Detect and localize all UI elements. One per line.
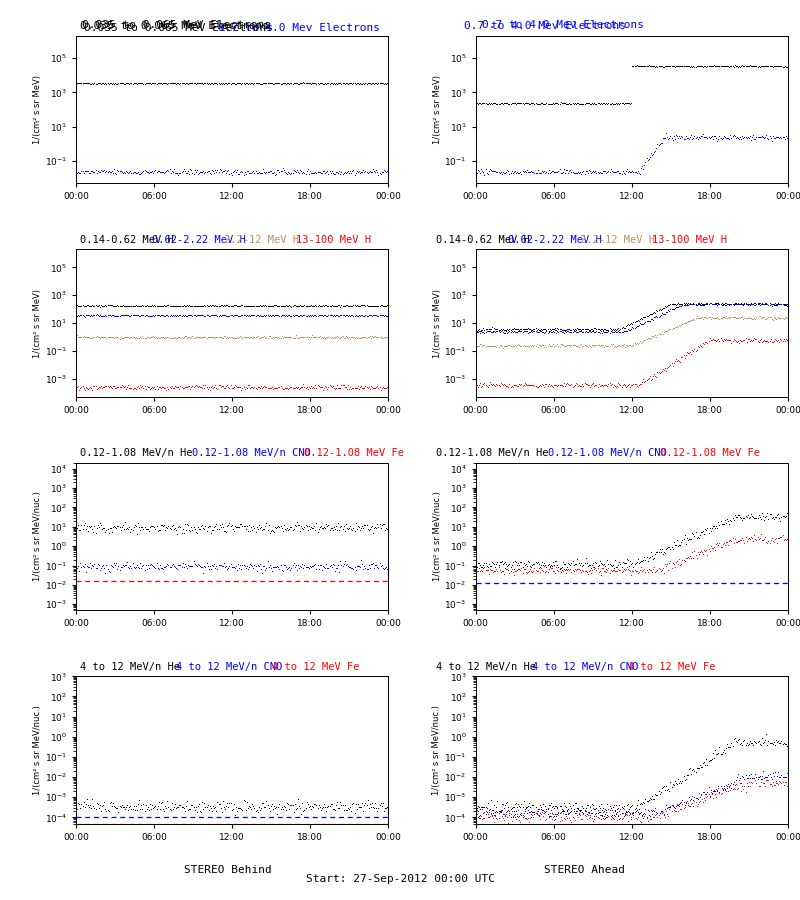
Text: Start: 27-Sep-2012 00:00 UTC: Start: 27-Sep-2012 00:00 UTC [306, 874, 494, 884]
Text: 4 to 12 MeV Fe: 4 to 12 MeV Fe [628, 662, 715, 671]
Text: 0.12-1.08 MeV/n CNO: 0.12-1.08 MeV/n CNO [192, 448, 310, 458]
Text: 4 to 12 MeV/n CNO: 4 to 12 MeV/n CNO [176, 662, 282, 671]
Text: 0.62-2.22 MeV H: 0.62-2.22 MeV H [152, 235, 246, 245]
Text: STEREO Ahead: STEREO Ahead [543, 865, 625, 875]
Text: 0.12-1.08 MeV Fe: 0.12-1.08 MeV Fe [660, 448, 760, 458]
Text: 4 to 12 MeV Fe: 4 to 12 MeV Fe [272, 662, 359, 671]
Text: 0.12-1.08 MeV/n He: 0.12-1.08 MeV/n He [436, 448, 549, 458]
Text: STEREO Behind: STEREO Behind [184, 865, 272, 875]
Text: 4 to 12 MeV/n CNO: 4 to 12 MeV/n CNO [532, 662, 638, 671]
Text: 4 to 12 MeV/n He: 4 to 12 MeV/n He [436, 662, 536, 671]
Y-axis label: 1/(cm² s sr MeV/nuc.): 1/(cm² s sr MeV/nuc.) [433, 491, 442, 581]
Text: 13-100 MeV H: 13-100 MeV H [652, 235, 727, 245]
Text: 0.12-1.08 MeV Fe: 0.12-1.08 MeV Fe [304, 448, 404, 458]
Text: 0.14-0.62 MeV H: 0.14-0.62 MeV H [436, 235, 530, 245]
Y-axis label: 1/(cm² s sr MeV): 1/(cm² s sr MeV) [33, 289, 42, 357]
Text: 4 to 12 MeV/n He: 4 to 12 MeV/n He [80, 662, 180, 671]
Text: 0.14-0.62 MeV H: 0.14-0.62 MeV H [80, 235, 174, 245]
Text: 2.2-12 MeV H: 2.2-12 MeV H [224, 235, 299, 245]
Text: 0.7 to 4.0 Mev Electrons: 0.7 to 4.0 Mev Electrons [482, 20, 644, 30]
Y-axis label: 1/(cm² s sr MeV): 1/(cm² s sr MeV) [33, 75, 42, 144]
Text: 0.12-1.08 MeV/n He: 0.12-1.08 MeV/n He [80, 448, 193, 458]
Y-axis label: 1/(cm² s sr MeV): 1/(cm² s sr MeV) [433, 75, 442, 144]
Y-axis label: 1/(cm² s sr MeV/nuc.): 1/(cm² s sr MeV/nuc.) [33, 705, 42, 795]
Text: 0.12-1.08 MeV/n CNO: 0.12-1.08 MeV/n CNO [548, 448, 666, 458]
Text: 2.2-12 MeV H: 2.2-12 MeV H [580, 235, 655, 245]
Text: 13-100 MeV H: 13-100 MeV H [296, 235, 371, 245]
Text: 0.035 to 0.065 MeV Electrons: 0.035 to 0.065 MeV Electrons [82, 20, 271, 30]
Text: 0.035 to 0.065 MeV Electrons: 0.035 to 0.065 MeV Electrons [84, 23, 273, 33]
Y-axis label: 1/(cm² s sr MeV/nuc.): 1/(cm² s sr MeV/nuc.) [33, 491, 42, 581]
Text: 0.035 to 0.065 MeV Electrons: 0.035 to 0.065 MeV Electrons [80, 21, 269, 31]
Text: 0.7 to 4.0 Mev Electrons: 0.7 to 4.0 Mev Electrons [464, 21, 626, 31]
Text: 0.7 to 4.0 Mev Electrons: 0.7 to 4.0 Mev Electrons [218, 23, 380, 33]
Y-axis label: 1/(cm² s sr MeV): 1/(cm² s sr MeV) [433, 289, 442, 357]
Y-axis label: 1/(cm² s sr MeV/nuc.): 1/(cm² s sr MeV/nuc.) [433, 705, 442, 795]
Text: 0.62-2.22 MeV H: 0.62-2.22 MeV H [508, 235, 602, 245]
